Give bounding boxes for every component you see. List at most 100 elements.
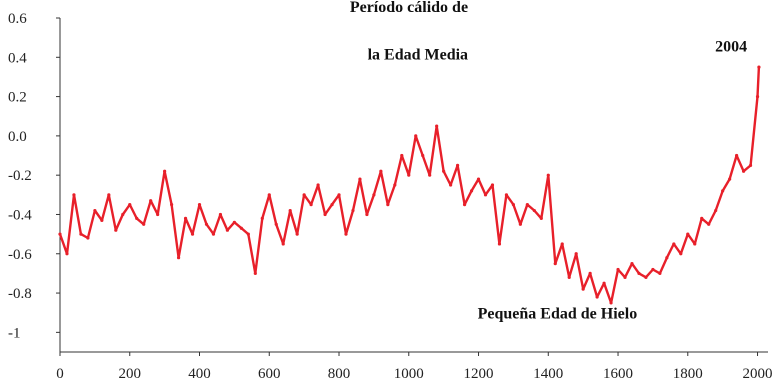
data-point [679, 252, 683, 256]
x-tick-label: 1600 [603, 366, 633, 382]
data-point [616, 267, 620, 272]
data-point [686, 232, 690, 236]
data-point [170, 203, 174, 207]
y-tick-label: 0.6 [8, 11, 27, 27]
data-point [518, 222, 522, 226]
data-point [414, 134, 418, 138]
data-point [58, 232, 62, 236]
data-point [65, 252, 69, 256]
data-point [700, 216, 704, 220]
annotations-layer: Período cálido de la Edad Media 2004 Pequeñ… [350, 0, 747, 323]
data-point [295, 232, 299, 236]
data-point [651, 267, 655, 272]
data-point [86, 236, 90, 240]
data-point [741, 169, 746, 173]
data-point [574, 252, 578, 256]
data-point [581, 287, 585, 291]
data-point [721, 189, 725, 193]
data-point [211, 232, 216, 236]
data-point [107, 193, 111, 197]
data-point [239, 226, 243, 230]
data-point [79, 232, 83, 236]
data-point [511, 203, 515, 207]
data-point [435, 124, 439, 128]
data-point [288, 208, 292, 213]
data-point [260, 216, 264, 220]
data-point [365, 212, 369, 217]
data-point [455, 163, 460, 167]
data-point [623, 275, 627, 279]
data-point [553, 261, 557, 266]
data-point [567, 275, 571, 279]
data-point [462, 203, 467, 207]
data-point [379, 169, 383, 173]
data-point [525, 203, 529, 207]
data-point [386, 203, 390, 207]
data-point [93, 208, 97, 213]
y-tick-label: -0.8 [8, 286, 32, 302]
data-point [330, 203, 334, 207]
data-point [121, 212, 125, 217]
data-point [281, 242, 285, 246]
data-point [197, 203, 202, 207]
data-point [748, 163, 753, 167]
x-tick-label: 1000 [394, 366, 424, 382]
y-tick-label: 0.2 [8, 90, 27, 106]
data-point [469, 189, 474, 193]
data-point [218, 212, 223, 217]
data-point [400, 153, 404, 158]
data-point [442, 169, 446, 173]
annotation-label: la Edad Media [368, 46, 468, 63]
annotation-label: Período cálido de [350, 0, 468, 16]
data-point [183, 216, 188, 220]
y-tick-label: -0.2 [8, 168, 32, 184]
data-point [100, 218, 104, 222]
data-point [658, 271, 662, 276]
data-point [149, 199, 153, 203]
data-point [665, 256, 669, 260]
y-tick-label: -0.4 [8, 207, 32, 223]
data-point [351, 208, 355, 213]
data-point [595, 295, 599, 299]
data-point [128, 203, 132, 207]
data-point [755, 94, 760, 99]
data-point [637, 271, 641, 276]
data-point [421, 153, 425, 158]
data-point [532, 208, 536, 213]
data-point [232, 220, 236, 224]
data-point [497, 242, 502, 246]
data-point [204, 222, 209, 226]
data-point [309, 203, 313, 207]
data-point [560, 242, 564, 246]
data-point [72, 193, 76, 197]
data-point [644, 275, 648, 279]
data-point [337, 193, 341, 197]
data-point [246, 232, 250, 236]
x-tick-label: 1800 [673, 366, 703, 382]
x-tick-label: 1200 [464, 366, 494, 382]
annotation-label: Pequeña Edad de Hielo [478, 306, 638, 323]
x-tick-label: 0 [56, 366, 64, 382]
data-point [274, 222, 278, 226]
annotation-label: 2004 [715, 38, 747, 55]
data-point [539, 216, 543, 220]
data-point [735, 153, 739, 158]
y-tick-label: -1 [8, 325, 21, 341]
data-point [602, 281, 606, 285]
data-point [163, 169, 167, 173]
y-tick-label: 0.0 [8, 129, 27, 145]
data-point [372, 193, 376, 197]
data-point [714, 208, 718, 213]
data-point [672, 242, 676, 246]
data-point [302, 193, 306, 197]
x-tick-label: 200 [119, 366, 142, 382]
data-point [428, 173, 432, 177]
data-point [630, 261, 634, 266]
data-point [323, 212, 327, 217]
data-point [490, 183, 495, 187]
data-point [344, 232, 348, 236]
data-point [267, 193, 271, 197]
data-point [609, 301, 613, 305]
data-point [504, 193, 509, 197]
data-point [156, 212, 160, 217]
